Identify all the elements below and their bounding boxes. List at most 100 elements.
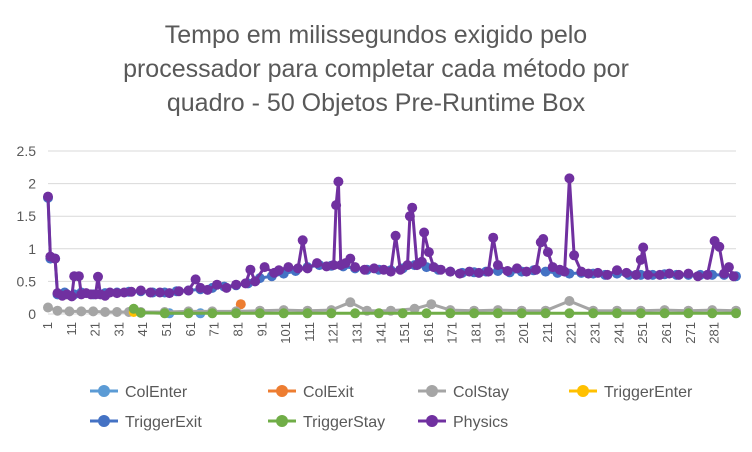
- legend-label: Physics: [453, 414, 508, 431]
- data-point: [100, 307, 111, 317]
- data-point: [183, 308, 194, 319]
- legend-marker: [276, 415, 288, 427]
- data-point: [64, 306, 75, 317]
- data-point: [664, 268, 675, 279]
- data-point: [259, 262, 270, 273]
- legend-label: ColExit: [303, 384, 354, 401]
- y-tick-label: 2: [28, 176, 36, 192]
- data-point: [638, 242, 649, 253]
- series-triggerexit: [43, 192, 741, 300]
- chart-title: Tempo em milissegundos exigido pelo proc…: [0, 18, 752, 120]
- data-point: [602, 269, 613, 280]
- data-point: [402, 260, 413, 271]
- data-point: [714, 241, 725, 252]
- legend-item-colexit: ColExit: [268, 384, 354, 401]
- x-tick-label: 111: [302, 322, 317, 342]
- data-point: [454, 268, 465, 279]
- x-tick-label: 71: [207, 322, 222, 336]
- data-point: [654, 269, 665, 280]
- data-point: [207, 308, 218, 319]
- data-point: [404, 211, 415, 222]
- data-point: [93, 271, 103, 282]
- data-point: [423, 247, 434, 258]
- y-tick-label: 0: [28, 306, 36, 322]
- x-tick-label: 181: [469, 322, 484, 344]
- x-tick-label: 251: [635, 322, 650, 344]
- data-point: [231, 308, 242, 319]
- data-point: [502, 266, 513, 276]
- data-point: [564, 308, 575, 319]
- legend-item-colstay: ColStay: [418, 384, 509, 401]
- data-point: [126, 286, 137, 297]
- data-point: [278, 308, 289, 319]
- x-tick-label: 21: [88, 322, 103, 336]
- data-point: [483, 266, 494, 277]
- data-point: [659, 308, 670, 319]
- data-point: [390, 230, 401, 241]
- data-point: [293, 263, 303, 274]
- data-point: [540, 308, 551, 319]
- data-point: [521, 266, 532, 277]
- data-point: [445, 266, 456, 277]
- data-point: [445, 308, 456, 319]
- data-point: [112, 307, 122, 317]
- data-point: [492, 308, 503, 319]
- x-tick-label: 221: [564, 322, 579, 344]
- series-line: [46, 197, 737, 296]
- data-point: [397, 308, 408, 319]
- data-point: [52, 305, 63, 316]
- x-tick-label: 81: [230, 322, 245, 336]
- data-point: [212, 279, 222, 290]
- data-point: [569, 250, 580, 261]
- data-point: [345, 253, 356, 264]
- data-point: [283, 262, 294, 273]
- data-point: [350, 262, 361, 273]
- data-point: [538, 234, 549, 244]
- data-point: [635, 254, 646, 265]
- data-point: [183, 285, 194, 296]
- data-point: [231, 279, 242, 290]
- data-point: [559, 266, 570, 277]
- legend-item-triggerenter: TriggerEnter: [569, 384, 693, 401]
- x-tick-label: 161: [421, 322, 436, 344]
- data-point: [512, 263, 522, 274]
- x-tick-label: 121: [326, 322, 341, 344]
- legend-label: TriggerExit: [125, 414, 202, 431]
- x-tick-label: 31: [111, 322, 126, 336]
- x-tick-label: 131: [349, 322, 364, 344]
- x-tick-label: 231: [588, 322, 603, 344]
- data-point: [469, 308, 480, 319]
- x-tick-label: 61: [183, 322, 198, 336]
- data-point: [254, 308, 265, 319]
- data-point: [540, 266, 551, 277]
- data-point: [250, 276, 261, 287]
- y-tick-label: 0.5: [17, 273, 37, 289]
- data-point: [542, 247, 553, 258]
- data-point: [385, 266, 396, 277]
- data-point: [621, 267, 632, 278]
- x-tick-label: 201: [516, 322, 531, 344]
- data-point: [407, 202, 418, 213]
- x-tick-label: 51: [159, 322, 174, 336]
- data-point: [359, 264, 370, 275]
- legend-label: TriggerStay: [303, 414, 385, 431]
- data-point: [135, 307, 146, 318]
- data-point: [235, 299, 246, 310]
- data-point: [631, 269, 641, 280]
- x-tick-label: 281: [707, 322, 722, 344]
- data-point: [297, 235, 308, 246]
- series-physics: [43, 173, 739, 302]
- x-tick-label: 91: [254, 322, 269, 336]
- data-point: [145, 287, 156, 298]
- data-point: [592, 267, 603, 278]
- data-point: [642, 269, 653, 280]
- data-point: [273, 265, 284, 276]
- legend-label: ColStay: [453, 384, 509, 401]
- legend-item-triggerexit: TriggerExit: [90, 414, 202, 431]
- data-point: [328, 260, 339, 271]
- data-point: [159, 308, 170, 319]
- legend-marker: [426, 415, 438, 427]
- series-triggerstay: [128, 303, 741, 319]
